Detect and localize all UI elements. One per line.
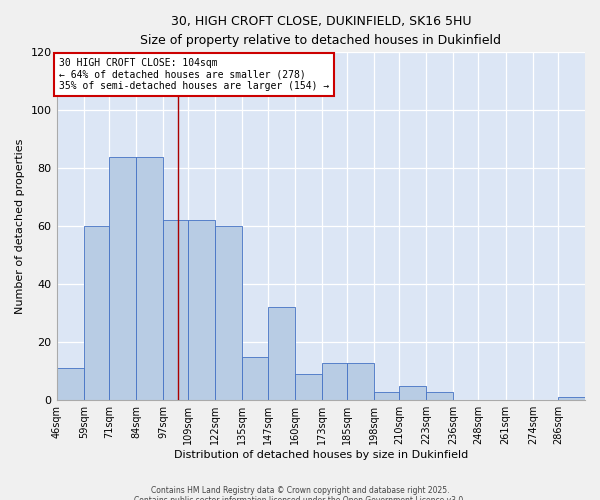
Text: 30 HIGH CROFT CLOSE: 104sqm
← 64% of detached houses are smaller (278)
35% of se: 30 HIGH CROFT CLOSE: 104sqm ← 64% of det… — [59, 58, 329, 92]
Bar — [295, 374, 322, 400]
Text: Contains HM Land Registry data © Crown copyright and database right 2025.: Contains HM Land Registry data © Crown c… — [151, 486, 449, 495]
Bar — [136, 156, 163, 400]
Bar — [163, 220, 188, 400]
Bar — [109, 156, 136, 400]
Bar — [374, 392, 399, 400]
Bar — [558, 398, 585, 400]
Title: 30, HIGH CROFT CLOSE, DUKINFIELD, SK16 5HU
Size of property relative to detached: 30, HIGH CROFT CLOSE, DUKINFIELD, SK16 5… — [140, 15, 501, 47]
Text: Contains public sector information licensed under the Open Government Licence v3: Contains public sector information licen… — [134, 496, 466, 500]
Bar — [242, 356, 268, 400]
Bar — [215, 226, 242, 400]
Bar — [322, 362, 347, 400]
Bar — [188, 220, 215, 400]
Bar — [399, 386, 426, 400]
Bar — [83, 226, 109, 400]
X-axis label: Distribution of detached houses by size in Dukinfield: Distribution of detached houses by size … — [173, 450, 468, 460]
Bar — [347, 362, 374, 400]
Bar — [56, 368, 83, 400]
Bar — [268, 308, 295, 400]
Bar — [426, 392, 454, 400]
Y-axis label: Number of detached properties: Number of detached properties — [15, 138, 25, 314]
